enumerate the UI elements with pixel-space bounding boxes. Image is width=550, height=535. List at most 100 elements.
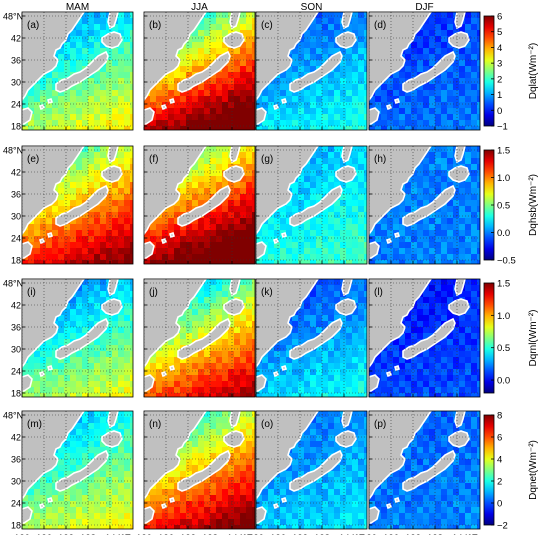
x-tick-label: 144°E	[105, 533, 131, 535]
y-tick-label: 30	[11, 212, 21, 222]
panel-label: (c)	[261, 20, 273, 31]
colorbar-tick-label: 8	[497, 411, 502, 422]
y-tick-label: 42	[11, 433, 21, 443]
y-tick-label: 36	[11, 455, 21, 465]
panel-label: (o)	[261, 419, 273, 430]
y-tick-label: 48°N	[3, 279, 23, 289]
colorbar-tick-label: 1.0	[497, 311, 510, 322]
panel-label: (b)	[149, 20, 161, 31]
colorbar-1: 6 5 4 3 2 1 0 −1 Dqlat(Wm⁻²)	[483, 12, 539, 133]
panel-label: (e)	[27, 154, 39, 165]
colorbar-tick-label: 0	[497, 106, 502, 117]
colorbar-tick-label: 1.5	[497, 279, 510, 290]
panel-label: (j)	[149, 287, 158, 298]
colorbar-tick-label: 1.0	[497, 173, 510, 184]
column-header-jja: JJA	[191, 2, 208, 13]
column-header-son: SON	[301, 2, 323, 13]
y-tick-label: 48°N	[3, 12, 23, 22]
colorbar-2: 1.5 1.0 0.5 0.0 −0.5 Dqhsb(Wm⁻²)	[483, 146, 539, 267]
colorbar-tick-label: 4	[497, 43, 502, 54]
y-tick-label: 18	[11, 122, 21, 132]
y-tick-label: 24	[11, 499, 21, 509]
colorbar-label: Dqnet(Wm⁻²)	[528, 440, 539, 500]
colorbar-tick-label: 1.5	[497, 146, 510, 157]
x-tick-label: 126	[36, 533, 52, 535]
colorbar-tick-label: 0.0	[497, 376, 510, 387]
x-tick-label: 138	[202, 533, 218, 535]
map-panel-j: (j)	[143, 278, 256, 398]
colorbar-label: Dqhsb(Wm⁻²)	[528, 174, 539, 236]
map-panel-a: (a)	[21, 11, 134, 131]
map-panel-h: (h)	[368, 145, 481, 265]
x-tick-label: 144°E	[339, 533, 365, 535]
panel-label: (f)	[149, 154, 158, 165]
map-panel-o: (o)	[255, 410, 368, 530]
map-panel-f: (f)	[143, 145, 256, 265]
y-tick-label: 18	[11, 256, 21, 266]
y-tick-label: 36	[11, 323, 21, 333]
column-header-mam: MAM	[66, 2, 89, 13]
colorbar-3: 1.5 1.0 0.5 0.0 Dqrnl(Wm⁻²)	[483, 279, 539, 394]
panel-label: (l)	[374, 287, 383, 298]
colorbar-tick-label: 6	[497, 433, 502, 444]
panel-label: (k)	[261, 287, 273, 298]
colorbar-label: Dqrnl(Wm⁻²)	[528, 310, 539, 367]
x-tick-label: 132	[180, 533, 196, 535]
y-tick-label: 30	[11, 78, 21, 88]
colorbar-label: Dqlat(Wm⁻²)	[528, 43, 539, 99]
colorbar-tick-label: 1	[497, 90, 502, 101]
map-panel-l: (l)	[368, 278, 481, 398]
y-tick-label: 24	[11, 100, 21, 110]
y-tick-label: 18	[11, 521, 21, 531]
map-panel-n: (n)	[143, 410, 256, 530]
colorbar-tick-label: 0.0	[497, 228, 510, 239]
colorbar-tick-label: 0.5	[497, 343, 510, 354]
y-tick-label: 24	[11, 367, 21, 377]
panel-label: (p)	[374, 419, 386, 430]
map-panel-g: (g)	[255, 145, 368, 265]
colorbar-4: 8 6 4 2 0 −2 Dqnet(Wm⁻²)	[483, 411, 539, 532]
map-panel-k: (k)	[255, 278, 368, 398]
y-tick-label: 18	[11, 389, 21, 399]
map-panel-b: (b)	[143, 11, 256, 131]
x-tick-label: 132	[58, 533, 74, 535]
colorbar-tick-label: −2	[497, 521, 508, 532]
colorbar-tick-label: 0	[497, 499, 502, 510]
map-panel-p: (p)	[368, 410, 481, 530]
y-tick-label: 30	[11, 345, 21, 355]
panel-label: (n)	[149, 419, 161, 430]
colorbar-tick-label: −0.5	[497, 256, 516, 267]
panel-label: (g)	[261, 154, 273, 165]
map-panel-c: (c)	[255, 11, 368, 131]
map-panel-i: (i)	[21, 278, 134, 398]
panel-label: (h)	[374, 154, 386, 165]
colorbar-tick-label: 0.5	[497, 201, 510, 212]
y-tick-label: 42	[11, 168, 21, 178]
x-tick-label: 144°E	[452, 533, 478, 535]
x-tick-label: 132	[405, 533, 421, 535]
colorbar-tick-label: 2	[497, 74, 502, 85]
x-tick-label: 126	[383, 533, 399, 535]
y-tick-label: 42	[11, 34, 21, 44]
y-tick-label: 36	[11, 190, 21, 200]
panel-label: (m)	[27, 419, 42, 430]
y-tick-label: 36	[11, 56, 21, 66]
panel-label: (d)	[374, 20, 386, 31]
colorbar-tick-label: 5	[497, 27, 502, 38]
colorbar-tick-label: 4	[497, 455, 502, 466]
y-tick-label: 30	[11, 477, 21, 487]
colorbar-tick-label: 6	[497, 12, 502, 23]
map-panel-d: (d)	[368, 11, 481, 131]
y-tick-label: 42	[11, 301, 21, 311]
x-tick-label: 120	[136, 533, 152, 535]
x-tick-label: 132	[292, 533, 308, 535]
colorbar-tick-label: 2	[497, 477, 502, 488]
x-tick-label: 126	[158, 533, 174, 535]
column-header-djf: DJF	[415, 2, 433, 13]
x-tick-label: 138	[427, 533, 443, 535]
y-tick-label: 48°N	[3, 411, 23, 421]
panel-label: (a)	[27, 20, 39, 31]
map-panel-m: (m)	[21, 410, 134, 530]
x-tick-label: 138	[80, 533, 96, 535]
